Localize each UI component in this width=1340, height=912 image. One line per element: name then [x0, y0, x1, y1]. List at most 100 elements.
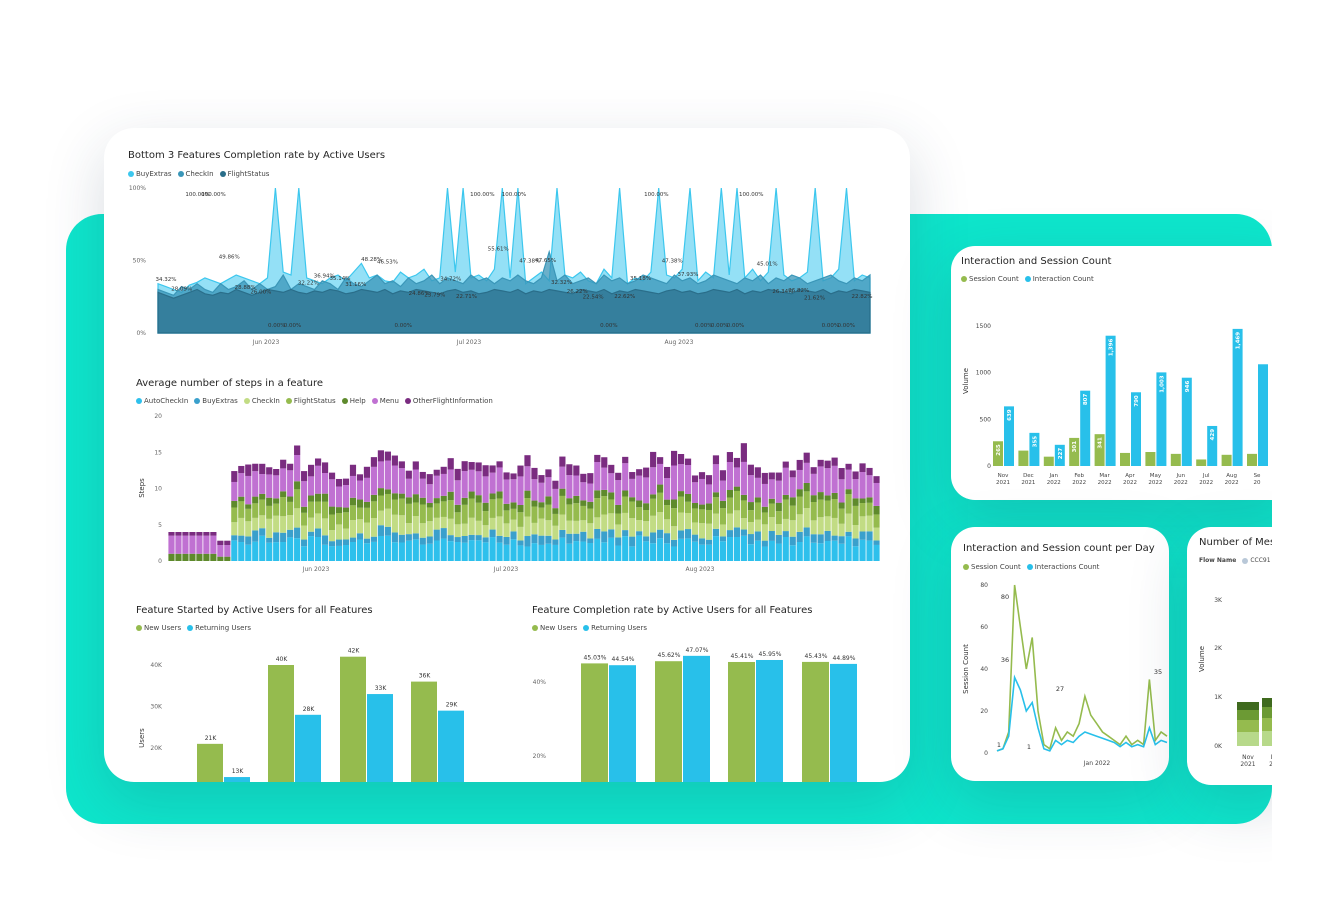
- bar-segment-otherflightinformation: [712, 455, 720, 465]
- legend-completion: BuyExtras CheckIn FlightStatus: [128, 170, 269, 178]
- bar-segment-checkin: [712, 513, 720, 529]
- bar-segment-buyextras: [398, 534, 405, 543]
- legend-item: CheckIn: [243, 397, 280, 405]
- bar-segment-menu: [587, 483, 594, 502]
- data-label: 21.62%: [804, 296, 825, 302]
- bar-segment-flightstatus: [252, 503, 259, 518]
- legend-item: BuyExtras: [194, 397, 238, 405]
- bar-segment-help: [517, 504, 524, 513]
- line-series-interactions-count: [996, 674, 1168, 752]
- bar-segment-checkin: [377, 510, 384, 526]
- bar-segment-checkin: [231, 522, 238, 536]
- bar-segment-menu: [231, 481, 238, 501]
- bar-segment-flightstatus: [398, 498, 405, 516]
- chart-title-completion-all: Feature Completion rate by Active Users …: [532, 605, 813, 616]
- bar-segment-autocheckin: [705, 544, 713, 561]
- x-tick-label: Aug: [1226, 473, 1237, 479]
- bar-segment-flightstatus: [768, 503, 775, 518]
- bar-segment-help: [475, 495, 482, 503]
- bar-segment-checkin: [412, 516, 419, 534]
- bar-segment-otherflightinformation: [468, 462, 475, 470]
- bar-segment-help: [782, 494, 789, 500]
- bar-segment-otherflightinformation: [335, 478, 343, 487]
- page-edge: [1272, 0, 1340, 912]
- bar-segment-otherflightinformation: [594, 454, 601, 463]
- chart-title-started: Feature Started by Active Users for all …: [136, 605, 373, 616]
- bar-segment-autocheckin: [629, 546, 636, 561]
- bar-segment-buyextras: [566, 533, 573, 544]
- bar-segment-flightstatus: [321, 501, 329, 519]
- bar-segment-menu: [287, 470, 294, 497]
- bar-segment-flightstatus: [433, 503, 440, 518]
- bar-segment-help: [698, 504, 706, 510]
- bar-segment-checkin: [670, 526, 678, 540]
- bar-segment-menu: [552, 488, 559, 509]
- data-label: 34.32%: [156, 277, 177, 283]
- bar-segment-help: [852, 498, 859, 506]
- data-label: 0.00%: [600, 323, 617, 329]
- bar-segment-otherflightinformation: [608, 464, 615, 474]
- bar-segment-checkin: [852, 525, 859, 539]
- bar-segment-flightstatus: [601, 496, 608, 515]
- y-tick-label: 40K: [150, 662, 163, 669]
- bar-segment-flightstatus: [796, 496, 803, 515]
- bar-segment-otherflightinformation: [664, 466, 671, 479]
- bar-segment: [1237, 702, 1259, 710]
- y-tick-label: 1K: [1214, 694, 1223, 701]
- bar-segment-help: [636, 500, 643, 508]
- bar-segment-buyextras: [594, 528, 601, 539]
- bar-segment-otherflightinformation: [384, 451, 391, 461]
- bar-segment-flightstatus: [370, 501, 378, 518]
- bar-segment-autocheckin: [650, 543, 657, 561]
- bar-segment-autocheckin: [454, 542, 461, 561]
- bar-segment-help: [691, 503, 699, 509]
- x-tick-label: Jul: [1202, 473, 1210, 479]
- data-label: 45.95%: [759, 651, 782, 658]
- bar-segment-flightstatus: [845, 494, 852, 514]
- bar-segment-menu: [705, 484, 713, 504]
- bar-segment-buyextras: [335, 539, 343, 546]
- x-tick-label: Jun: [1176, 473, 1186, 479]
- bar-segment-menu: [510, 479, 517, 503]
- bar-segment-otherflightinformation: [587, 473, 594, 484]
- bar-segment-buyextras: [719, 536, 727, 542]
- legend-steps: AutoCheckIn BuyExtras CheckIn FlightStatus H…: [136, 397, 493, 405]
- bar-segment-buyextras: [440, 528, 447, 539]
- completion-area-chart: 100% 50% 0% Jun 2023 Jul 2023 Aug 2023 34.32% 2…: [129, 185, 873, 346]
- bar-segment-buyextras: [789, 536, 796, 546]
- bar-segment-buyextras: [412, 533, 419, 540]
- data-label: 45.43%: [805, 653, 828, 660]
- data-label: 100.00%: [470, 192, 494, 198]
- bar-segment-menu: [321, 473, 329, 494]
- bar-segment-autocheckin: [698, 544, 706, 561]
- per-day-line-chart: 80 60 40 20 0 Session Count 80 36 27 35 1 1 Jan 2022: [962, 582, 1168, 767]
- bar-segment-otherflightinformation: [175, 532, 182, 536]
- bar-segment-menu: [238, 473, 245, 497]
- bar-segment-buyextras: [677, 530, 685, 539]
- y-axis-title: Steps: [138, 478, 146, 498]
- bar-segment-checkin: [356, 519, 364, 534]
- bar-segment-flightstatus: [335, 513, 343, 525]
- bar-segment-flightstatus: [733, 490, 740, 511]
- bar-segment-otherflightinformation: [657, 457, 664, 464]
- bar-segment-autocheckin: [419, 544, 426, 561]
- bar-segment-autocheckin: [231, 540, 238, 561]
- bar-segment-buyextras: [454, 537, 461, 543]
- bar-segment-help: [677, 491, 685, 497]
- bar-segment-menu: [754, 477, 761, 498]
- bar-segment-flightstatus: [294, 489, 301, 509]
- bar-segment-autocheckin: [245, 544, 252, 561]
- bar-segment-flightstatus: [489, 499, 496, 518]
- legend-item: FlightStatus: [219, 170, 269, 178]
- bar-segment-flightstatus: [531, 506, 538, 523]
- bar-segment-buyextras: [573, 533, 580, 542]
- bar-segment-autocheckin: [643, 541, 650, 561]
- x-tick-label: Mar: [1099, 473, 1110, 479]
- bar-segment-buyextras: [817, 534, 824, 544]
- bar-segment-flightstatus: [698, 509, 706, 524]
- bar-segment-checkin: [684, 513, 692, 530]
- bar-segment-autocheckin: [733, 536, 740, 561]
- legend-item: CheckIn: [177, 170, 214, 178]
- data-label: 0.00%: [268, 323, 285, 329]
- bar-segment-menu: [391, 465, 398, 494]
